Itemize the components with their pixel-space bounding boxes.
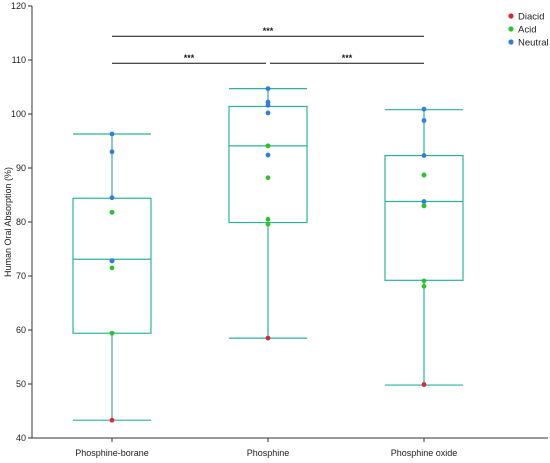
legend-label-acid: Acid [518,25,536,36]
point-neutral [421,153,427,158]
legend: Diacid Acid Neutral [508,12,549,49]
point-diacid [109,417,115,423]
legend-marker-neutral [508,39,514,45]
y-tick-label: 90 [16,163,26,173]
significance-label: *** [263,26,274,36]
point-neutral [265,102,271,108]
legend-label-diacid: Diacid [518,12,544,23]
legend-marker-acid [508,26,514,32]
y-tick-label: 100 [11,109,26,119]
y-tick-label: 120 [11,1,26,11]
point-acid [109,330,115,336]
data-points [109,86,427,423]
y-tick-label: 80 [16,217,26,227]
y-tick-label: 40 [16,433,26,443]
box-phosphine-borane [72,133,152,421]
legend-label-neutral: Neutral [518,38,549,49]
point-acid [421,203,427,209]
y-tick-label: 110 [12,55,26,65]
point-acid [109,209,115,215]
point-acid [421,283,427,289]
point-acid [421,278,427,284]
x-tick-label: Phosphine-borane [75,448,149,458]
point-diacid [421,382,427,387]
x-tick-label: Phosphine [247,448,290,458]
point-acid [421,172,427,178]
iqr-box [228,105,308,224]
box-phosphine [228,88,308,339]
point-neutral [265,152,271,158]
box-phosphine-oxide [384,109,464,386]
y-axis: 40 50 60 70 80 90 100 110 120 [11,1,33,443]
x-tick-label: Phosphine oxide [391,448,458,458]
point-neutral [109,258,115,264]
point-neutral [109,131,115,137]
y-tick-label: 50 [16,379,26,389]
point-neutral [265,110,271,116]
y-tick-label: 60 [16,325,26,335]
y-tick-label: 70 [16,271,26,281]
point-acid [265,216,271,222]
significance-label: *** [342,53,353,63]
y-axis-title: Human Oral Absorption (%) [3,167,13,277]
significance-brackets: *** *** *** [112,26,424,64]
point-acid [109,265,115,271]
point-neutral [109,149,115,155]
point-acid [265,143,271,149]
point-neutral [109,195,115,201]
legend-marker-diacid [508,13,514,19]
significance-label: *** [184,53,195,63]
point-neutral [265,86,271,92]
point-diacid [265,335,271,341]
boxes [72,88,464,421]
point-neutral [421,106,427,112]
point-acid [265,175,271,181]
x-axis: Phosphine-borane Phosphine Phosphine oxide [32,437,548,458]
point-acid [265,221,271,227]
point-neutral [421,118,427,123]
point-neutral [421,199,427,204]
